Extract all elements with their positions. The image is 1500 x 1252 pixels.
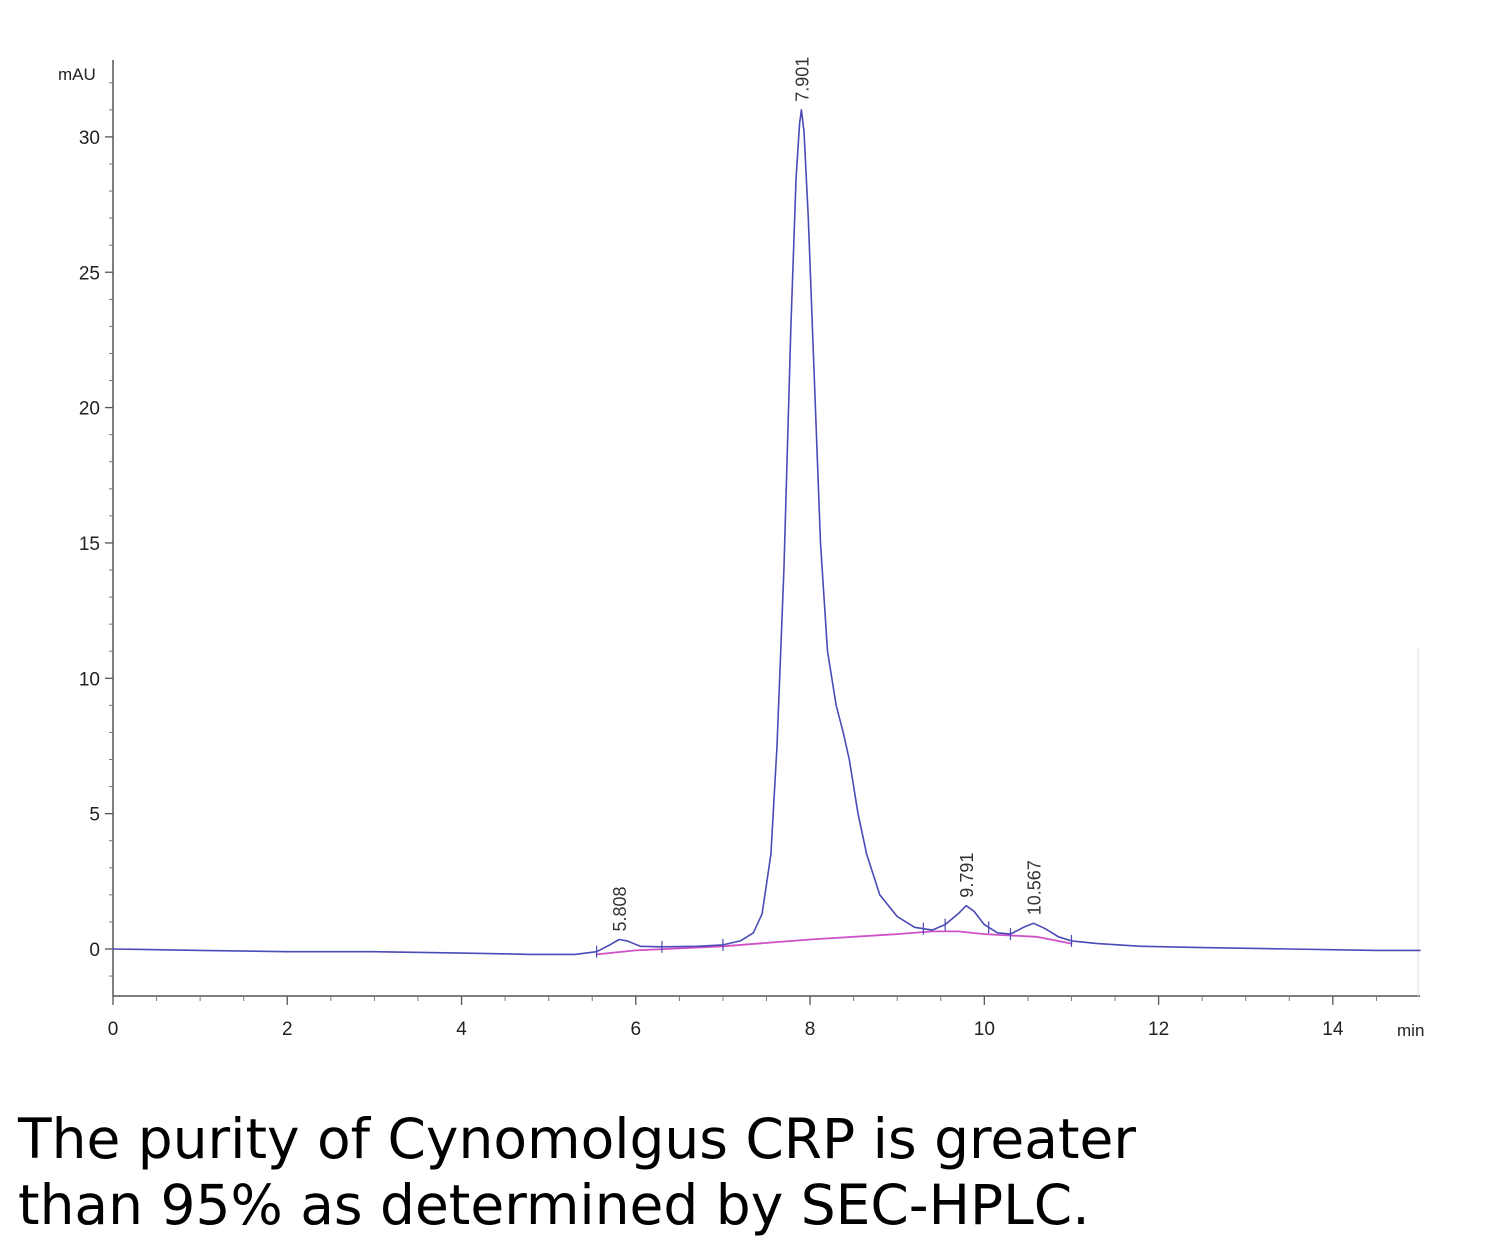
caption-line-1: The purity of Cynomolgus CRP is greater (18, 1107, 1136, 1171)
chart-series (112, 109, 1421, 958)
x-tick-label: 4 (456, 1019, 467, 1040)
y-tick-label: 30 (79, 128, 100, 149)
y-tick-label: 25 (79, 263, 100, 284)
y-axis-unit: mAU (58, 65, 96, 84)
baseline-line (595, 930, 1073, 956)
x-tick-label: 0 (108, 1019, 119, 1040)
x-axis-unit: min (1397, 1021, 1424, 1040)
x-tick-label: 10 (974, 1019, 995, 1040)
chart-ticks: 0 5 10 15 20 25 30 0 2 4 6 8 10 12 14 (79, 82, 1377, 1040)
signal-trace-line (112, 109, 1421, 956)
figure-caption: The purity of Cynomolgus CRP is greater … (18, 1106, 1478, 1238)
chart-axes: mAU min (58, 60, 1424, 1040)
x-tick-label: 2 (282, 1019, 293, 1040)
x-tick-label: 8 (805, 1019, 816, 1040)
peak-label: 9.791 (957, 853, 977, 898)
chromatogram-chart: mAU min 0 5 10 15 20 25 30 0 2 4 6 8 10 12 14 5.808 7.90… (58, 57, 1424, 1040)
y-tick-label: 5 (89, 805, 100, 826)
peak-labels: 5.808 7.901 9.791 10.567 (610, 57, 1045, 932)
y-tick-label: 10 (79, 669, 100, 690)
y-tick-label: 15 (79, 534, 100, 555)
peak-label: 7.901 (792, 57, 812, 102)
x-tick-label: 6 (631, 1019, 642, 1040)
x-tick-label: 14 (1322, 1019, 1344, 1040)
y-tick-label: 0 (89, 940, 100, 961)
y-tick-label: 20 (79, 399, 100, 420)
caption-line-2: than 95% as determined by SEC-HPLC. (18, 1173, 1090, 1237)
peak-label: 10.567 (1025, 860, 1045, 915)
x-tick-label: 12 (1148, 1019, 1169, 1040)
peak-label: 5.808 (610, 886, 630, 931)
